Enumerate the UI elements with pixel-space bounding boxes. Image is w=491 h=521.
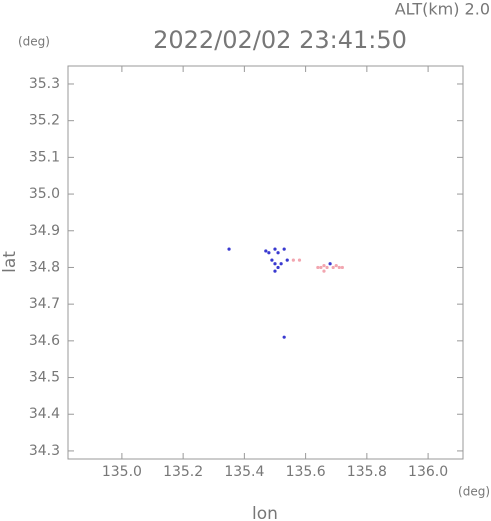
- point: [297, 258, 302, 262]
- point: [276, 251, 280, 255]
- x-axis-label: lon: [252, 504, 278, 521]
- point: [319, 265, 323, 270]
- point: [273, 269, 277, 273]
- plot-frame: [67, 65, 464, 460]
- y-tick-label: 34.3: [29, 443, 60, 459]
- y-tick-label: 35.3: [29, 76, 60, 92]
- y-unit: (deg): [18, 35, 50, 49]
- y-tick-label: 34.6: [29, 333, 60, 349]
- x-tick-label: 135.4: [224, 464, 264, 480]
- point: [334, 264, 338, 268]
- y-tick-label: 34.4: [29, 406, 60, 422]
- point: [285, 258, 289, 262]
- chart-title: 2022/02/02 23:41:50: [153, 26, 407, 54]
- y-tick-label: 35.2: [29, 113, 60, 129]
- y-tick-label: 35.1: [29, 149, 60, 165]
- point: [328, 262, 332, 266]
- point: [316, 265, 320, 270]
- y-tick-label: 34.9: [29, 223, 60, 239]
- point: [282, 247, 286, 251]
- point: [273, 262, 277, 266]
- point: [267, 251, 271, 255]
- point: [322, 269, 326, 273]
- y-tick-label: 34.7: [29, 296, 60, 312]
- point: [325, 265, 329, 270]
- x-tick-label: 135.8: [347, 464, 387, 480]
- y-tick-label: 34.5: [29, 370, 60, 386]
- y-axis-label: lat: [0, 251, 20, 273]
- point: [291, 258, 295, 262]
- y-tick-label: 35.0: [29, 186, 60, 202]
- x-tick-label: 135.2: [163, 464, 203, 480]
- point: [322, 264, 326, 268]
- point: [276, 265, 280, 270]
- point: [270, 258, 274, 262]
- x-tick-label: 135.0: [102, 464, 142, 480]
- point: [264, 249, 268, 253]
- x-unit: (deg): [458, 485, 490, 499]
- chart-subtitle: ALT(km) 2.0: [395, 0, 490, 19]
- point: [273, 247, 277, 251]
- point: [282, 335, 286, 339]
- point: [279, 262, 283, 266]
- y-tick-label: 34.8: [29, 259, 60, 275]
- x-tick-label: 135.6: [286, 464, 326, 480]
- point: [340, 265, 344, 270]
- point: [227, 247, 231, 251]
- point: [331, 265, 335, 270]
- x-tick-label: 136.0: [408, 464, 448, 480]
- point: [337, 265, 341, 270]
